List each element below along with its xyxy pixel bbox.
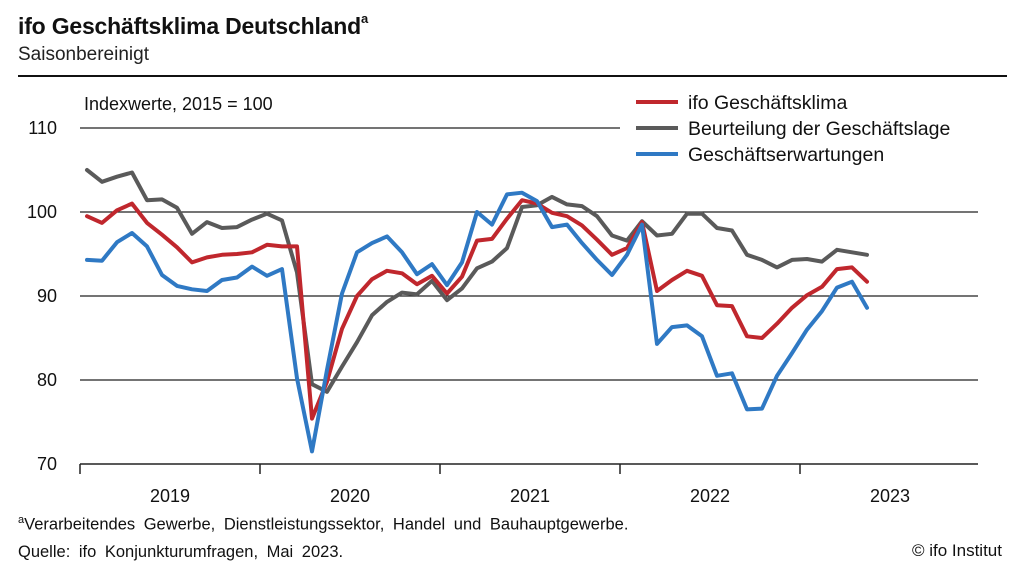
y-tick-label: 80 — [37, 370, 57, 390]
x-tick-label: 2023 — [870, 486, 910, 506]
legend-label: Geschäftserwartungen — [688, 144, 884, 166]
chart-subtitle: Saisonbereinigt — [18, 44, 149, 65]
series-line-2 — [85, 190, 869, 454]
footnote-text: Verarbeitendes Gewerbe, Dienstleistungss… — [24, 515, 629, 534]
x-tick-label: 2022 — [690, 486, 730, 506]
y-tick-label: 70 — [37, 454, 57, 474]
series-line-1 — [85, 168, 869, 394]
series-lines — [85, 168, 869, 454]
footnote-marker: a — [18, 514, 25, 526]
chart-grid — [80, 127, 978, 381]
y-axis-ticks: 70 80 90 100 110 — [27, 118, 57, 474]
x-axis: 2019 2020 2021 2022 2023 — [79, 463, 978, 506]
copyright: © ifo Institut — [911, 541, 1002, 560]
legend-label: ifo Geschäftsklima — [688, 92, 847, 114]
y-tick-label: 110 — [28, 118, 57, 138]
chart-title-text: ifo Geschäftsklima Deutschland — [18, 13, 361, 39]
y-tick-label: 100 — [27, 202, 57, 222]
chart-title: ifo Geschäftsklima Deutschlanda — [18, 11, 368, 40]
title-footnote-marker: a — [360, 11, 368, 27]
unit-label: Indexwerte, 2015 = 100 — [84, 94, 273, 114]
x-tick-label: 2019 — [150, 486, 190, 506]
legend-label: Beurteilung der Geschäftslage — [688, 118, 950, 140]
source-note: Quelle: ifo Konjunkturumfragen, Mai 2023… — [18, 543, 344, 561]
header-rule — [18, 75, 1007, 77]
legend: ifo Geschäftsklima Beurteilung der Geschä… — [636, 92, 950, 166]
x-tick-label: 2021 — [510, 486, 550, 506]
series-line-0 — [85, 198, 869, 421]
footnote: aVerarbeitendes Gewerbe, Dienstleistungs… — [18, 514, 628, 535]
y-tick-label: 90 — [37, 286, 57, 306]
x-tick-label: 2020 — [330, 486, 370, 506]
